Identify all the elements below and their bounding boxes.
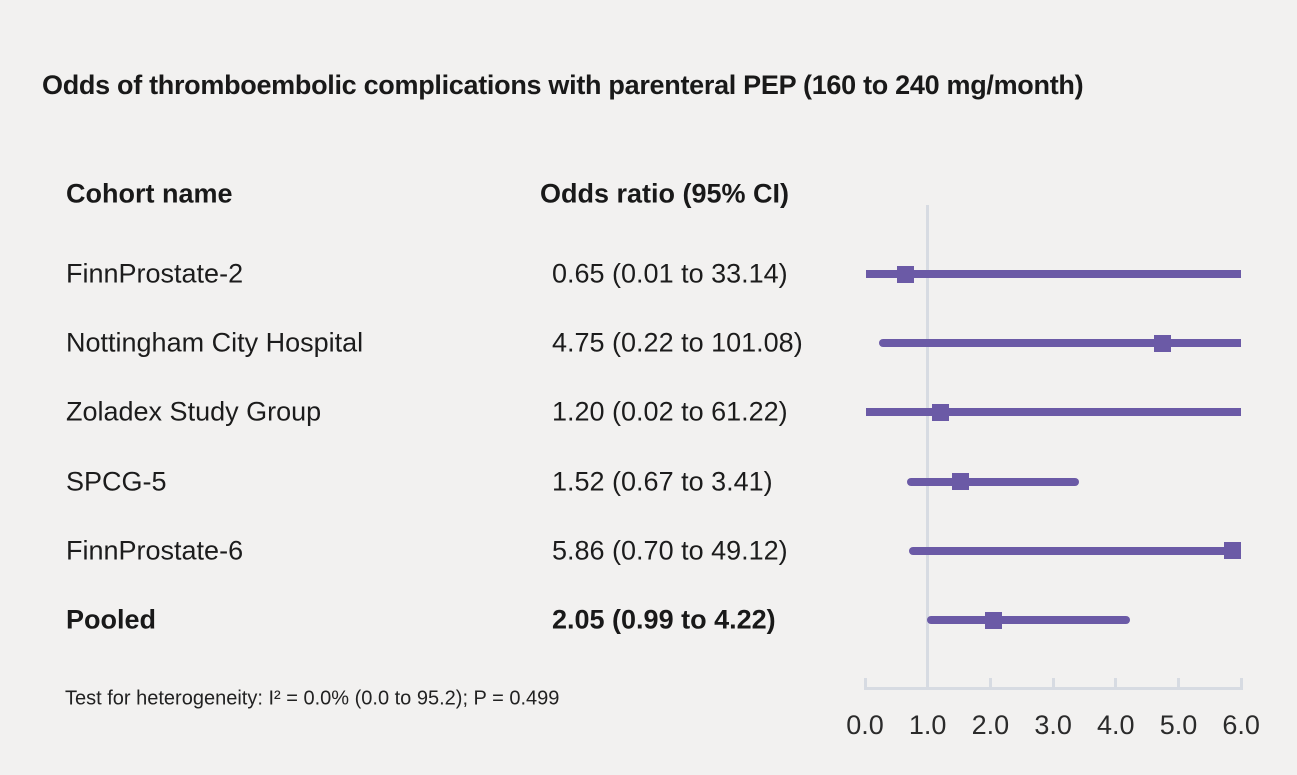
x-tick-label: 1.0 xyxy=(908,710,947,740)
confidence-interval-bar xyxy=(866,408,1242,417)
x-tick xyxy=(1051,678,1055,687)
odds-ratio-value: 1.52 (0.67 to 3.41) xyxy=(552,466,773,497)
odds-ratio-value: 4.75 (0.22 to 101.08) xyxy=(552,327,803,358)
cohort-name: Zoladex Study Group xyxy=(66,396,322,427)
point-estimate-marker xyxy=(897,265,915,283)
pooled-estimate-marker xyxy=(985,611,1003,629)
confidence-interval-bar xyxy=(878,339,1242,348)
cohort-name: FinnProstate-6 xyxy=(66,535,244,566)
x-tick-label: 3.0 xyxy=(1034,710,1072,740)
odds-ratio-value: 5.86 (0.70 to 49.12) xyxy=(552,535,788,566)
x-tick xyxy=(863,678,867,687)
x-tick-label: 0.0 xyxy=(846,710,884,740)
confidence-interval-bar xyxy=(865,270,1242,278)
x-tick-label: 4.0 xyxy=(1097,710,1135,740)
odds-ratio-value: 2.05 (0.99 to 4.22) xyxy=(552,604,776,635)
x-tick xyxy=(1177,678,1180,687)
odds-ratio-value: 0.65 (0.01 to 33.14) xyxy=(552,258,788,289)
odds-ratio-value: 1.20 (0.02 to 61.22) xyxy=(552,396,788,427)
x-tick-label: 2.0 xyxy=(971,710,1010,740)
column-header-odds-ratio: Odds ratio (95% CI) xyxy=(540,178,790,209)
point-estimate-marker xyxy=(1154,334,1172,352)
cohort-name: FinnProstate-2 xyxy=(66,258,244,289)
point-estimate-marker xyxy=(931,403,949,421)
x-tick xyxy=(1114,678,1118,687)
heterogeneity-footnote: Test for heterogeneity: I² = 0.0% (0.0 t… xyxy=(65,687,560,710)
x-axis xyxy=(863,687,1243,690)
confidence-interval-bar xyxy=(907,477,1079,486)
cohort-name: SPCG-5 xyxy=(66,466,167,497)
x-tick xyxy=(988,678,992,687)
point-estimate-marker xyxy=(951,473,969,491)
cohort-name: Pooled xyxy=(66,604,157,635)
chart-title: Odds of thromboembolic complications wit… xyxy=(42,70,1084,100)
confidence-interval-bar xyxy=(908,546,1242,555)
reference-line xyxy=(926,205,930,690)
x-tick xyxy=(1239,678,1243,687)
confidence-interval-bar xyxy=(927,616,1130,624)
point-estimate-marker xyxy=(1223,542,1241,560)
x-tick-label: 5.0 xyxy=(1159,710,1198,740)
x-tick-label: 6.0 xyxy=(1222,710,1260,740)
column-header-cohort: Cohort name xyxy=(66,178,233,209)
cohort-name: Nottingham City Hospital xyxy=(66,327,364,358)
x-tick xyxy=(926,678,930,687)
